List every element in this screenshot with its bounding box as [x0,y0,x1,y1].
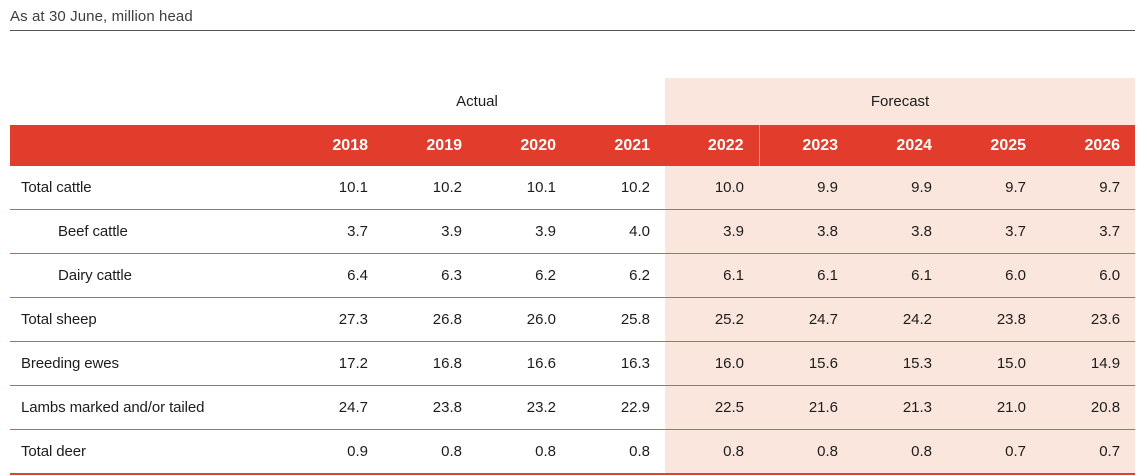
group-header-row: Actual Forecast [10,78,1136,125]
value-cell-actual: 6.4 [289,253,383,298]
value-cell-forecast: 25.2 [665,297,760,342]
value-cell-forecast: 0.7 [1041,429,1136,475]
row-label: Breeding ewes [10,341,289,386]
value-cell-forecast: 3.7 [1041,209,1136,254]
year-header-2025: 2025 [947,125,1042,166]
value-cell-forecast: 15.6 [759,341,854,386]
table-row: Dairy cattle 6.4 6.3 6.2 6.2 6.1 6.1 6.1 6.0 6.0 [10,253,1136,298]
value-cell-forecast: 23.6 [1041,297,1136,342]
value-cell-forecast: 9.9 [853,166,948,210]
value-cell-actual: 6.2 [571,253,666,298]
value-cell-forecast: 24.7 [759,297,854,342]
page-title: As at 30 June, million head [10,8,193,25]
year-header-row: 2018 2019 2020 2021 2022 2023 2024 2025 … [10,125,1136,166]
value-cell-actual: 26.8 [383,297,477,342]
table-row: Total deer 0.9 0.8 0.8 0.8 0.8 0.8 0.8 0.7 0.7 [10,429,1136,475]
value-cell-forecast: 21.6 [759,385,854,430]
year-header-2026: 2026 [1041,125,1136,166]
table-row: Total cattle 10.1 10.2 10.1 10.2 10.0 9.9 9.9 9.… [10,166,1136,210]
value-cell-actual: 16.8 [383,341,477,386]
value-cell-actual: 0.9 [289,429,383,475]
title-rule [10,30,1135,31]
group-header-spacer [10,78,289,125]
value-cell-forecast: 6.0 [1041,253,1136,298]
table-row: Lambs marked and/or tailed 24.7 23.8 23.2 22… [10,385,1136,430]
row-label: Total deer [10,429,289,475]
year-header-2020: 2020 [477,125,571,166]
value-cell-forecast: 14.9 [1041,341,1136,386]
value-cell-forecast: 3.7 [947,209,1042,254]
value-cell-actual: 6.2 [477,253,571,298]
table-row: Breeding ewes 17.2 16.8 16.6 16.3 16.0 15.6 15.… [10,341,1136,386]
value-cell-forecast: 0.8 [853,429,948,475]
value-cell-actual: 23.8 [383,385,477,430]
value-cell-actual: 3.9 [477,209,571,254]
value-cell-forecast: 23.8 [947,297,1042,342]
value-cell-forecast: 6.1 [665,253,760,298]
report-table-figure: As at 30 June, million head Actual Forec… [10,0,1136,475]
value-cell-forecast: 0.7 [947,429,1042,475]
value-cell-forecast: 0.8 [759,429,854,475]
table-row: Beef cattle 3.7 3.9 3.9 4.0 3.9 3.8 3.8 3.7 3.7 [10,209,1136,254]
value-cell-forecast: 6.0 [947,253,1042,298]
value-cell-forecast: 9.7 [1041,166,1136,210]
value-cell-forecast: 10.0 [665,166,760,210]
value-cell-actual: 22.9 [571,385,666,430]
row-label: Dairy cattle [36,253,289,298]
value-cell-actual: 3.9 [383,209,477,254]
value-cell-forecast: 16.0 [665,341,760,386]
value-cell-actual: 10.2 [383,166,477,210]
group-header-actual: Actual [456,93,498,110]
value-cell-actual: 24.7 [289,385,383,430]
livestock-numbers-table: Actual Forecast 2018 2019 2020 2021 2022… [10,78,1136,475]
table-body: Total cattle 10.1 10.2 10.1 10.2 10.0 9.9 9.9 9.… [10,166,1136,475]
value-cell-actual: 16.3 [571,341,666,386]
year-header-2019: 2019 [383,125,477,166]
value-cell-actual: 4.0 [571,209,666,254]
row-label: Total sheep [10,297,289,342]
value-cell-actual: 3.7 [289,209,383,254]
value-cell-forecast: 9.7 [947,166,1042,210]
year-header-2021: 2021 [571,125,666,166]
year-header-2024: 2024 [853,125,948,166]
indent-cell [10,253,36,298]
value-cell-forecast: 3.9 [665,209,760,254]
value-cell-forecast: 3.8 [853,209,948,254]
value-cell-actual: 10.1 [477,166,571,210]
value-cell-forecast: 6.1 [853,253,948,298]
value-cell-forecast: 15.3 [853,341,948,386]
value-cell-forecast: 21.3 [853,385,948,430]
value-cell-actual: 0.8 [383,429,477,475]
value-cell-actual: 0.8 [571,429,666,475]
value-cell-forecast: 15.0 [947,341,1042,386]
value-cell-actual: 26.0 [477,297,571,342]
value-cell-forecast: 21.0 [947,385,1042,430]
value-cell-forecast: 0.8 [665,429,760,475]
value-cell-forecast: 6.1 [759,253,854,298]
year-header-2023: 2023 [758,125,854,166]
value-cell-forecast: 20.8 [1041,385,1136,430]
value-cell-forecast: 3.8 [759,209,854,254]
header-corner [10,125,289,166]
value-cell-forecast: 24.2 [853,297,948,342]
row-label: Total cattle [10,166,289,210]
year-header-2018: 2018 [289,125,383,166]
row-label: Lambs marked and/or tailed [10,385,289,430]
value-cell-actual: 27.3 [289,297,383,342]
row-label: Beef cattle [36,209,289,254]
table-row: Total sheep 27.3 26.8 26.0 25.8 25.2 24.7 24.2 2… [10,297,1136,342]
value-cell-forecast: 9.9 [759,166,854,210]
value-cell-forecast: 22.5 [665,385,760,430]
value-cell-actual: 17.2 [289,341,383,386]
year-header-2022: 2022 [665,125,760,166]
value-cell-actual: 25.8 [571,297,666,342]
value-cell-actual: 23.2 [477,385,571,430]
value-cell-actual: 10.2 [571,166,666,210]
value-cell-actual: 6.3 [383,253,477,298]
group-header-forecast: Forecast [665,78,1136,125]
value-cell-actual: 0.8 [477,429,571,475]
indent-cell [10,209,36,254]
value-cell-actual: 16.6 [477,341,571,386]
value-cell-actual: 10.1 [289,166,383,210]
